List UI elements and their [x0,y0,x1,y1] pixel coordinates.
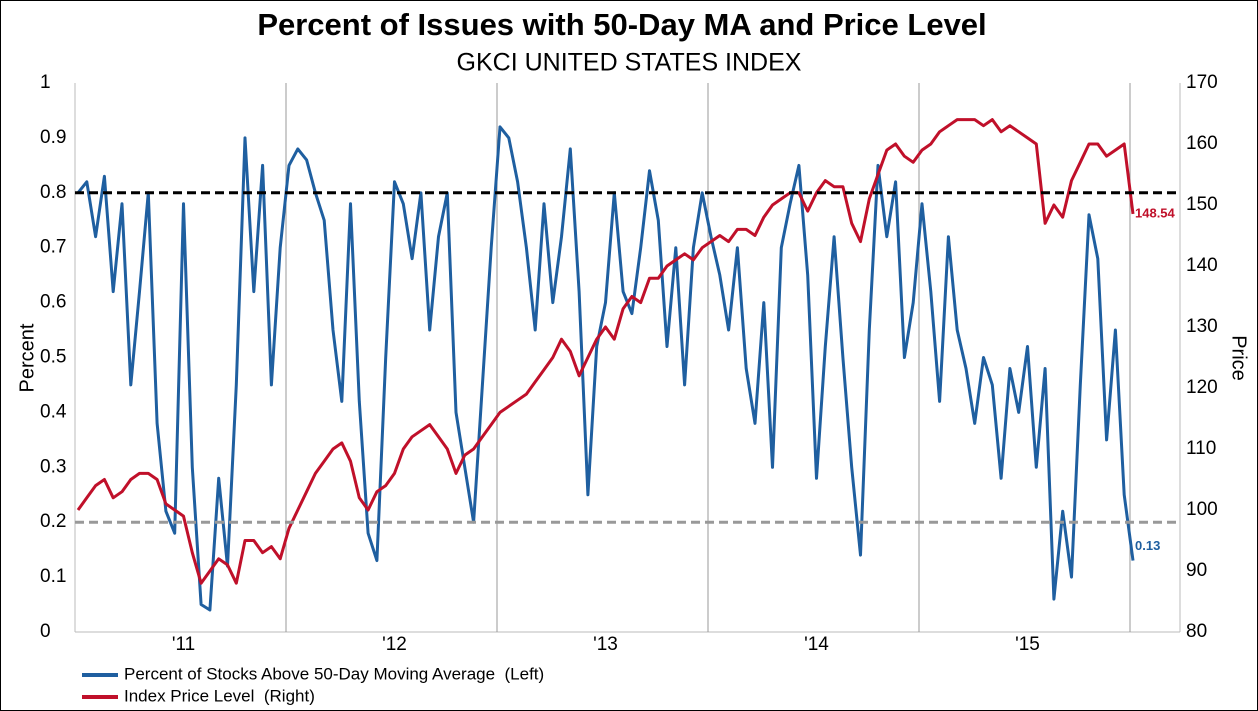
y-tick-label: 0.1 [40,566,66,587]
y2-tick-label: 140 [1186,255,1218,276]
value-label: 0.13 [1135,538,1160,553]
y2-axis-label: Price [1228,335,1250,381]
y-tick-label: 0.7 [40,237,66,258]
y-tick-label: 0.5 [40,347,66,368]
y-tick-label: 1 [40,72,51,93]
y2-tick-label: 90 [1186,560,1207,581]
y-axis-label: Percent [16,323,38,392]
y-tick-label: 0.9 [40,127,66,148]
x-tick-label: '11 [172,634,195,655]
y-tick-label: 0.2 [40,511,66,532]
chart-title: Percent of Issues with 50-Day MA and Pri… [257,7,986,42]
y-tick-label: 0.8 [40,182,66,203]
x-tick-label: '15 [1015,634,1040,655]
legend-label: Index Price Level (Right) [124,686,315,705]
chart-subtitle: GKCI UNITED STATES INDEX [457,49,802,77]
y-tick-label: 0.4 [40,401,67,422]
y2-tick-label: 120 [1186,377,1218,398]
y-tick-label: 0.6 [40,292,66,313]
x-tick-label: '12 [382,634,407,655]
y2-tick-label: 150 [1186,194,1218,215]
y2-tick-label: 80 [1186,621,1207,642]
y2-tick-label: 160 [1186,133,1218,154]
y2-tick-label: 170 [1186,72,1218,93]
x-tick-label: '14 [804,634,829,655]
y2-tick-label: 110 [1186,438,1216,459]
x-tick-label: '13 [593,634,618,655]
value-label: 148.54 [1135,205,1176,220]
data-line [76,125,1135,612]
legend-label: Percent of Stocks Above 50-Day Moving Av… [124,664,544,683]
y-tick-label: 0 [40,621,51,642]
data-line [76,118,1135,585]
y2-tick-label: 130 [1186,316,1218,337]
y-tick-label: 0.3 [40,456,66,477]
y2-tick-label: 100 [1186,499,1218,520]
